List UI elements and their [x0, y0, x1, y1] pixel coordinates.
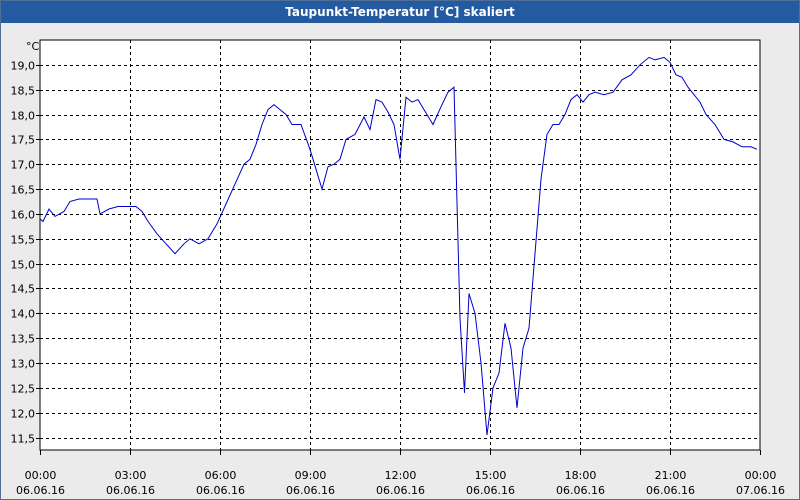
y-tick-label: 15,0 [11, 259, 36, 272]
y-tick-label: 18,5 [11, 85, 36, 98]
x-tick-time-label: 09:00 [295, 469, 327, 482]
x-tick-time-label: 03:00 [115, 469, 147, 482]
y-tick-label: 11,5 [11, 433, 36, 446]
grid-layer [36, 40, 761, 455]
tick-label-layer: 11,5 12,0 12,5 13,0 13,5 14,0 14,5 15,0 15,5 16,0… [11, 60, 785, 498]
y-tick-label: 13,0 [11, 358, 36, 371]
y-tick-label: 15,5 [11, 234, 36, 247]
x-tick-date-label: 06.06.16 [646, 484, 695, 497]
y-tick-label: 14,0 [11, 308, 36, 321]
y-tick-label: 14,5 [11, 283, 36, 296]
chart-title: Taupunkt-Temperatur [°C] skaliert [1, 1, 799, 23]
series-line-dewpoint [39, 56, 758, 436]
x-tick-date-label: 06.06.16 [376, 484, 425, 497]
y-tick-label: 17,0 [11, 159, 36, 172]
x-tick-time-label: 00:00 [745, 469, 777, 482]
x-tick-date-label: 07.06.16 [736, 484, 785, 497]
y-tick-label: 16,5 [11, 184, 36, 197]
series-layer [39, 56, 758, 436]
x-tick-time-label: 18:00 [565, 469, 597, 482]
y-tick-label: 13,5 [11, 333, 36, 346]
x-tick-date-label: 06.06.16 [16, 484, 65, 497]
y-axis-unit-label: °C [26, 40, 40, 53]
x-tick-date-label: 06.06.16 [196, 484, 245, 497]
x-tick-time-label: 15:00 [475, 469, 507, 482]
x-tick-date-label: 06.06.16 [106, 484, 155, 497]
y-tick-label: 12,5 [11, 383, 36, 396]
x-tick-time-label: 00:00 [25, 469, 57, 482]
y-tick-label: 18,0 [11, 110, 36, 123]
x-tick-date-label: 06.06.16 [556, 484, 605, 497]
y-tick-label: 19,0 [11, 60, 36, 73]
x-tick-time-label: 21:00 [655, 469, 687, 482]
y-tick-label: 16,0 [11, 209, 36, 222]
x-tick-date-label: 06.06.16 [286, 484, 335, 497]
x-tick-time-label: 06:00 [205, 469, 237, 482]
x-tick-time-label: 12:00 [385, 469, 417, 482]
y-tick-label: 17,5 [11, 134, 36, 147]
y-tick-label: 12,0 [11, 408, 36, 421]
x-tick-date-label: 06.06.16 [466, 484, 515, 497]
